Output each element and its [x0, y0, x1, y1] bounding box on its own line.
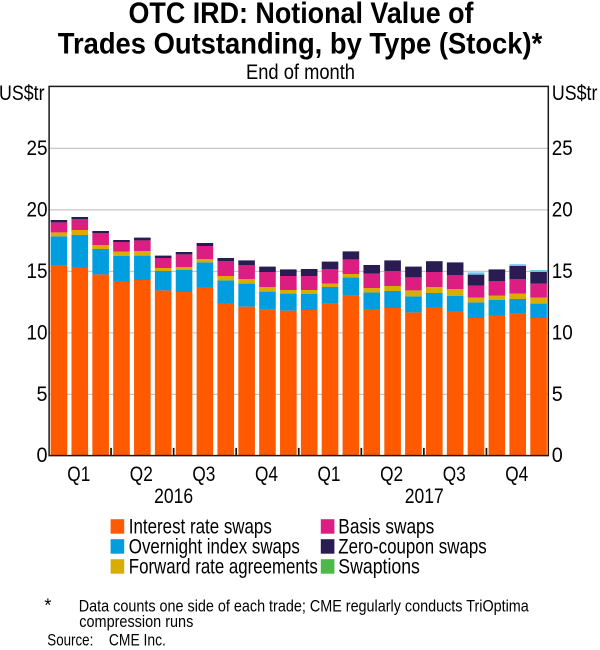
- svg-text:0: 0: [552, 444, 563, 467]
- svg-text:20: 20: [27, 199, 48, 222]
- svg-text:Q4: Q4: [255, 463, 278, 486]
- svg-text:2016: 2016: [154, 485, 193, 508]
- svg-text:Interest rate swaps: Interest rate swaps: [129, 516, 272, 539]
- svg-text:Trades Outstanding, by Type (S: Trades Outstanding, by Type (Stock)*: [58, 28, 543, 61]
- svg-text:US$tr: US$tr: [0, 82, 45, 105]
- svg-text:5: 5: [552, 383, 563, 406]
- svg-text:*: *: [44, 595, 51, 616]
- svg-text:Q4: Q4: [505, 463, 528, 486]
- svg-text:Q2: Q2: [130, 463, 153, 486]
- svg-text:End of month: End of month: [246, 61, 355, 84]
- svg-text:20: 20: [552, 199, 573, 222]
- svg-text:Source:: Source:: [47, 632, 93, 650]
- svg-text:15: 15: [552, 260, 573, 283]
- svg-text:Q2: Q2: [380, 463, 403, 486]
- svg-text:Q3: Q3: [192, 463, 215, 486]
- svg-text:Q3: Q3: [443, 463, 466, 486]
- svg-text:15: 15: [27, 260, 48, 283]
- svg-text:2017: 2017: [405, 485, 444, 508]
- svg-text:Q1: Q1: [67, 463, 90, 486]
- svg-text:0: 0: [37, 444, 48, 467]
- svg-text:Zero-coupon swaps: Zero-coupon swaps: [338, 536, 486, 559]
- svg-text:25: 25: [27, 137, 48, 160]
- svg-text:Forward rate agreements: Forward rate agreements: [129, 556, 318, 579]
- svg-text:Data counts one side of each t: Data counts one side of each trade; CME …: [79, 598, 530, 616]
- svg-text:OTC IRD: Notional Value of: OTC IRD: Notional Value of: [129, 0, 475, 30]
- svg-text:Swaptions: Swaptions: [338, 556, 420, 579]
- svg-text:Basis swaps: Basis swaps: [338, 516, 434, 539]
- svg-text:Overnight index swaps: Overnight index swaps: [129, 536, 300, 559]
- svg-text:25: 25: [552, 137, 573, 160]
- svg-text:10: 10: [27, 322, 48, 345]
- svg-text:5: 5: [37, 383, 48, 406]
- svg-text:10: 10: [552, 322, 573, 345]
- svg-text:compression runs: compression runs: [79, 613, 193, 631]
- svg-text:US$tr: US$tr: [552, 82, 598, 105]
- svg-text:CME Inc.: CME Inc.: [109, 632, 166, 650]
- svg-text:Q1: Q1: [318, 463, 341, 486]
